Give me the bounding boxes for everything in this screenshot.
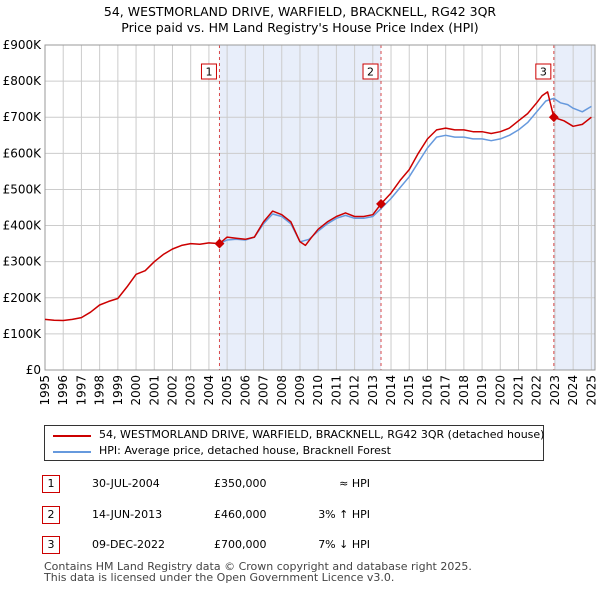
transaction-row-3: 3 09-DEC-2022 £700,000 7% ↓ HPI <box>0 536 600 556</box>
transaction-badge: 2 <box>42 506 60 524</box>
footer-line-1: Contains HM Land Registry data © Crown c… <box>44 560 472 573</box>
x-tick-label: 2021 <box>512 375 526 406</box>
legend-label-property: 54, WESTMORLAND DRIVE, WARFIELD, BRACKNE… <box>99 428 545 441</box>
transaction-date: 14-JUN-2013 <box>92 508 163 521</box>
legend-label-hpi: HPI: Average price, detached house, Brac… <box>99 444 391 457</box>
x-tick-label: 1997 <box>74 375 88 406</box>
x-tick-label: 1999 <box>111 375 125 406</box>
y-tick-label: £700K <box>3 110 43 124</box>
x-tick-label: 2016 <box>420 375 434 406</box>
transaction-row-1: 1 30-JUL-2004 £350,000 ≈ HPI <box>0 475 600 495</box>
footer-attribution: Contains HM Land Registry data © Crown c… <box>44 561 472 583</box>
x-tick-label: 2011 <box>329 375 343 406</box>
x-tick-label: 2017 <box>439 375 453 406</box>
y-tick-label: £500K <box>3 182 43 196</box>
x-tick-label: 2006 <box>238 375 252 406</box>
x-tick-label: 2022 <box>530 375 544 406</box>
plot-frame <box>44 44 596 371</box>
transaction-price: £460,000 <box>214 508 267 521</box>
hpi-line <box>219 97 592 245</box>
x-tick-label: 2018 <box>457 375 471 406</box>
price-chart: £0 £100K £200K £300K £400K £500K £600K £700K £80… <box>3 38 599 406</box>
transaction-price: £350,000 <box>214 477 267 490</box>
sale-badge-label-2: 2 <box>367 66 374 79</box>
x-tick-label: 2019 <box>475 375 489 406</box>
x-tick-label: 2001 <box>147 375 161 406</box>
x-tick-label: 2015 <box>402 375 416 406</box>
transaction-hpi-comparison: 7% ↓ HPI <box>318 538 370 551</box>
sale-badge-3 <box>535 63 552 80</box>
legend: 54, WESTMORLAND DRIVE, WARFIELD, BRACKNE… <box>44 425 544 461</box>
chart-title-line-1: 54, WESTMORLAND DRIVE, WARFIELD, BRACKNE… <box>103 4 497 19</box>
y-tick-label: £100K <box>3 327 43 341</box>
transaction-price: £700,000 <box>214 538 267 551</box>
x-tick-label: 2008 <box>275 375 289 406</box>
sale-badge-2 <box>362 63 379 80</box>
x-tick-label: 2012 <box>348 375 362 406</box>
y-tick-label: £400K <box>3 219 43 233</box>
x-tick-label: 2025 <box>584 375 598 406</box>
transaction-badge: 3 <box>42 536 60 554</box>
x-tick-label: 1996 <box>56 375 70 406</box>
x-tick-label: 2014 <box>384 375 398 406</box>
x-tick-label: 2003 <box>184 375 198 406</box>
sale-point-3 <box>548 112 559 123</box>
footer-line-2: This data is licensed under the Open Gov… <box>44 571 395 584</box>
transaction-hpi-comparison: 3% ↑ HPI <box>318 508 370 521</box>
x-tick-label: 2007 <box>257 375 271 406</box>
x-tick-label: 1998 <box>93 375 107 406</box>
sale-point-1 <box>214 238 225 249</box>
property-price-line <box>44 91 592 322</box>
x-tick-label: 2002 <box>165 375 179 406</box>
transaction-badge: 1 <box>42 475 60 493</box>
x-tick-label: 2004 <box>202 375 216 406</box>
chart-title-line-2: Price paid vs. HM Land Registry's House … <box>121 20 479 35</box>
x-tick-label: 2023 <box>548 375 562 406</box>
x-tick-label: 2010 <box>311 375 325 406</box>
y-tick-label: £300K <box>3 255 43 269</box>
x-tick-label: 2024 <box>566 375 580 406</box>
legend-swatch-property <box>53 435 91 437</box>
transaction-hpi-comparison: ≈ HPI <box>339 477 370 490</box>
x-tick-label: 2009 <box>293 375 307 406</box>
y-tick-label: £0 <box>26 363 41 377</box>
shaded-range-2 <box>553 45 595 370</box>
x-tick-label: 2000 <box>129 375 143 406</box>
transaction-row-2: 2 14-JUN-2013 £460,000 3% ↑ HPI <box>0 506 600 526</box>
sale-point-2 <box>376 198 386 209</box>
y-tick-label: £800K <box>3 74 43 88</box>
legend-swatch-hpi <box>53 451 91 453</box>
sale-badge-label-1: 1 <box>205 66 212 79</box>
x-tick-label: 1995 <box>38 375 52 406</box>
sale-badge-1 <box>200 63 217 80</box>
x-tick-label: 2020 <box>493 375 507 406</box>
y-tick-label: £900K <box>3 38 43 52</box>
x-tick-label: 2013 <box>366 375 380 406</box>
transaction-date: 09-DEC-2022 <box>92 538 166 551</box>
x-tick-label: 2005 <box>220 375 234 406</box>
y-tick-label: £200K <box>3 291 43 305</box>
y-tick-label: £600K <box>3 146 43 160</box>
sale-badge-label-3: 3 <box>540 66 547 79</box>
transaction-date: 30-JUL-2004 <box>92 477 160 490</box>
